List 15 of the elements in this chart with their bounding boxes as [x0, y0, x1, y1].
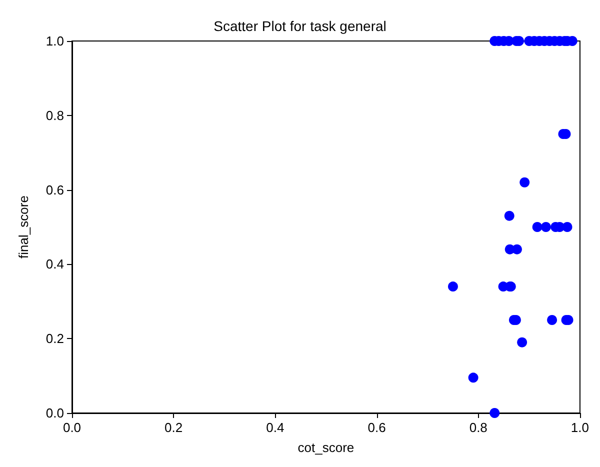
y-tick-label: 0.2	[46, 331, 64, 346]
x-tick-label: 0.2	[164, 420, 183, 435]
y-tick-label: 1.0	[46, 34, 64, 48]
x-tick-label: 1.0	[570, 420, 590, 435]
x-axis-title: cot_score	[298, 440, 354, 455]
x-tick-label: 0.8	[469, 420, 488, 435]
y-axis-title: final_score	[16, 196, 31, 258]
y-tick-label: 0.0	[46, 406, 64, 420]
y-tick-label: 0.6	[46, 182, 64, 198]
chart-title: Scatter Plot for task general	[214, 18, 386, 34]
y-tick-label: 0.8	[46, 108, 64, 123]
x-tick-label: 0.4	[266, 420, 284, 435]
y-tick-label: 0.4	[46, 256, 64, 272]
x-tick-label: 0.0	[62, 420, 82, 435]
x-tick-label: 0.6	[368, 420, 386, 435]
